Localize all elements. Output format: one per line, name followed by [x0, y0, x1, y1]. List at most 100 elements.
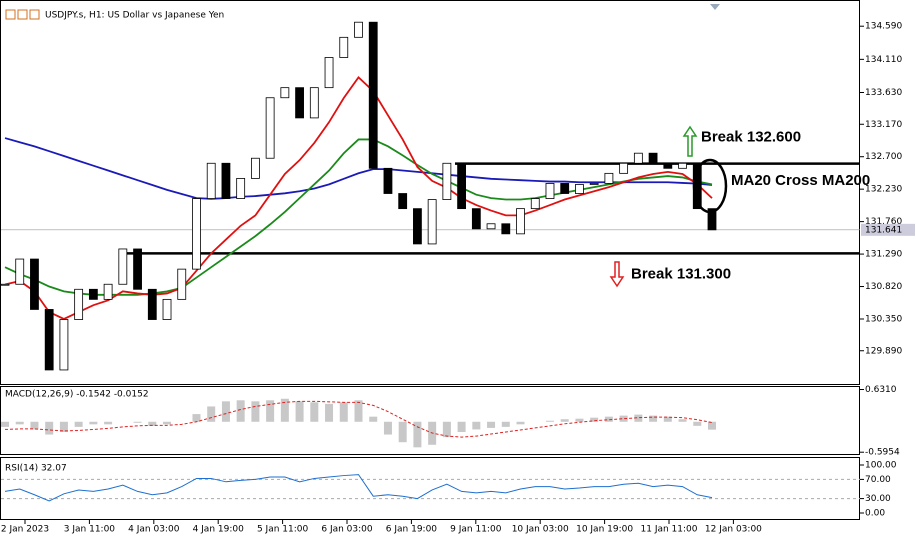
macd-bar	[1, 421, 9, 427]
y-tick-label: 134.110	[865, 55, 902, 65]
macd-bar	[693, 421, 702, 426]
candle-body	[192, 198, 201, 270]
macd-bar	[339, 402, 348, 422]
candle-body	[633, 152, 643, 164]
marker	[710, 4, 720, 10]
candle-body	[545, 183, 555, 199]
candle-body	[413, 208, 422, 245]
candle-body	[30, 258, 39, 310]
candle-body	[265, 97, 275, 159]
candle-body	[604, 172, 614, 184]
candle-body	[648, 152, 658, 164]
macd-bar	[74, 421, 83, 427]
macd-bar	[516, 421, 525, 425]
macd-bar	[207, 406, 216, 422]
up-arrow	[682, 125, 698, 157]
candle-body	[383, 167, 393, 194]
x-tick-label: 4 Jan 03:00	[128, 525, 180, 535]
macd-bar	[354, 400, 363, 422]
candle-body	[103, 283, 113, 300]
chart-title: USDJPY.s, H1: US Dollar vs Japanese Yen	[45, 11, 224, 21]
macd-bar	[280, 398, 289, 422]
candle-body	[280, 87, 290, 99]
icon	[29, 9, 40, 20]
candle-body	[324, 57, 334, 89]
y-tick-label: 132.700	[865, 152, 902, 162]
price-box	[861, 223, 915, 236]
candle-body	[354, 21, 363, 38]
macd-bar	[413, 421, 422, 448]
x-tick-label: 6 Jan 03:00	[321, 525, 373, 535]
y-tick-label: 130.350	[865, 314, 902, 324]
macd-bar	[89, 421, 98, 425]
candle-body	[619, 162, 629, 174]
x-tick-label: 4 Jan 19:00	[193, 525, 245, 535]
candle-body	[692, 162, 702, 210]
macd-bar	[708, 421, 716, 430]
y-tick-label: 131.760	[865, 217, 902, 227]
ma-line	[4, 138, 713, 296]
level-label: Break 132.600	[701, 129, 801, 146]
macd-bar	[133, 421, 142, 423]
macd-bar	[442, 421, 451, 438]
candle-body	[589, 183, 599, 185]
candle-body	[15, 258, 25, 285]
y-tick-label: 132.230	[865, 185, 902, 195]
macd-bar	[590, 417, 599, 422]
macd-panel	[0, 386, 860, 455]
macd-bar	[560, 419, 569, 422]
ma-line	[4, 75, 713, 320]
annotation: MA20 Cross MA200	[731, 172, 870, 189]
candle-body	[678, 162, 687, 169]
y-tick-label: 131.290	[865, 250, 902, 260]
y-tick-label: 133.170	[865, 120, 902, 130]
x-tick-label: 11 Jan 11:00	[641, 525, 698, 535]
macd-bar	[266, 400, 275, 422]
macd-bar	[369, 416, 378, 422]
macd-bar	[236, 400, 245, 422]
x-tick-label: 10 Jan 03:00	[512, 525, 569, 535]
down-arrow	[609, 261, 625, 288]
candle-body	[177, 268, 187, 300]
macd-bar	[619, 415, 628, 422]
candle-body	[221, 162, 231, 199]
macd-bar	[398, 421, 407, 443]
candle-body	[206, 162, 216, 199]
macd-bar	[221, 401, 230, 422]
macd-bar	[325, 403, 334, 422]
candle-body	[663, 162, 673, 169]
candle-body	[0, 283, 10, 286]
icon	[5, 9, 16, 20]
macd-bar	[649, 415, 658, 422]
macd-bar	[45, 421, 54, 435]
macd-bar	[192, 414, 201, 422]
x-tick-label: 12 Jan 03:00	[705, 525, 762, 535]
macd-bar	[310, 402, 319, 422]
candle-body	[147, 288, 157, 320]
macd-bar	[148, 421, 157, 426]
macd-bar	[163, 421, 172, 425]
macd-bar	[545, 420, 554, 422]
macd-bar	[15, 421, 24, 425]
macd-bar	[604, 416, 613, 422]
y-tick-label: 0.6310	[865, 385, 897, 395]
candle-body	[486, 223, 496, 230]
y-tick-label: 134.590	[865, 22, 902, 32]
y-tick-label: -0.5954	[865, 448, 900, 458]
candle-body	[368, 21, 378, 169]
candle-body	[560, 183, 570, 194]
candle-body	[398, 193, 408, 210]
price-panel	[0, 0, 860, 385]
y-tick-label: 130.820	[865, 282, 902, 292]
x-tick-label: 2 Jan 2023	[1, 525, 49, 535]
macd-bar	[575, 418, 584, 422]
candle-body	[707, 208, 717, 231]
candle-body	[530, 198, 540, 210]
candle-body	[88, 288, 98, 300]
candle-body	[59, 319, 69, 371]
candle-body	[118, 248, 128, 285]
candle-body	[44, 309, 54, 371]
candle-body	[74, 288, 84, 320]
candle-body	[250, 157, 260, 179]
